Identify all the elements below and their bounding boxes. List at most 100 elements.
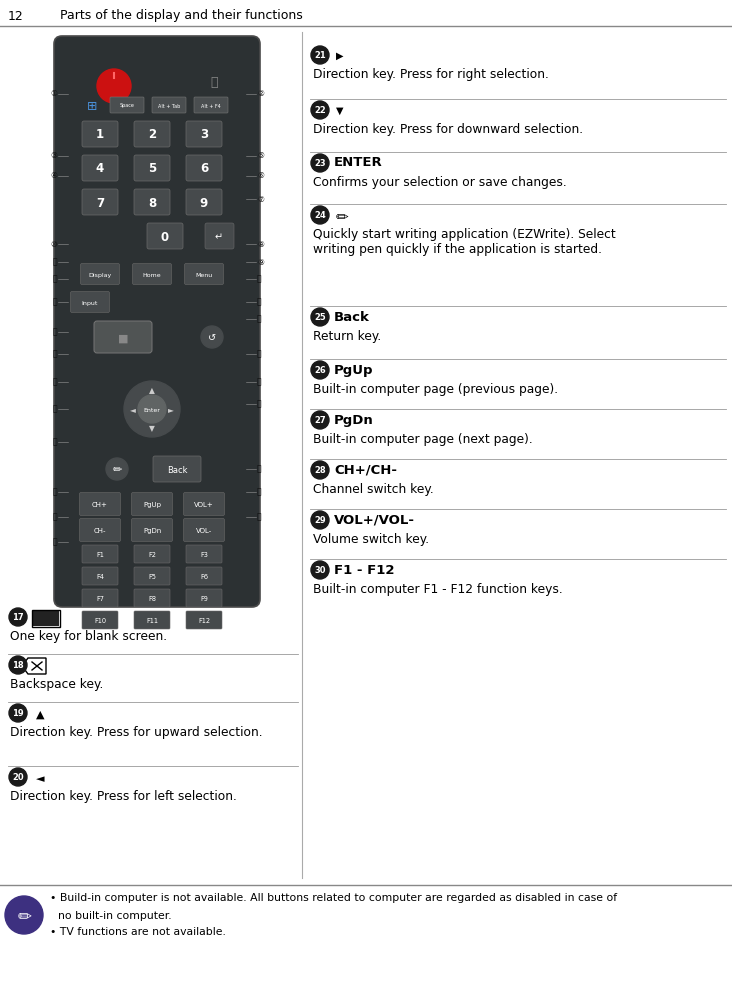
Text: ㉑: ㉑ xyxy=(257,350,261,359)
Text: 4: 4 xyxy=(96,162,104,176)
FancyBboxPatch shape xyxy=(134,611,170,629)
Text: ▼: ▼ xyxy=(336,106,343,116)
FancyBboxPatch shape xyxy=(82,545,118,563)
Text: • Build-in computer is not available. All buttons related to computer are regard: • Build-in computer is not available. Al… xyxy=(50,893,617,903)
Text: 8: 8 xyxy=(148,197,156,209)
FancyBboxPatch shape xyxy=(80,492,121,516)
Text: Backspace key.: Backspace key. xyxy=(10,678,103,691)
Text: Built-in computer page (previous page).: Built-in computer page (previous page). xyxy=(313,383,558,396)
FancyBboxPatch shape xyxy=(132,264,171,285)
Circle shape xyxy=(311,561,329,579)
FancyBboxPatch shape xyxy=(82,567,118,585)
FancyBboxPatch shape xyxy=(205,223,234,249)
FancyBboxPatch shape xyxy=(134,121,170,147)
Text: ①: ① xyxy=(50,90,57,99)
Text: 24: 24 xyxy=(314,211,326,220)
Text: ◄: ◄ xyxy=(36,774,45,784)
Text: Alt + F4: Alt + F4 xyxy=(201,104,221,109)
FancyBboxPatch shape xyxy=(134,589,170,607)
Circle shape xyxy=(311,206,329,224)
Text: ↺: ↺ xyxy=(208,333,216,343)
Text: ②: ② xyxy=(257,90,264,99)
FancyBboxPatch shape xyxy=(134,155,170,181)
Text: Enter: Enter xyxy=(143,407,160,413)
Circle shape xyxy=(138,395,166,423)
Text: 19: 19 xyxy=(12,709,24,718)
Text: 26: 26 xyxy=(314,366,326,375)
Text: ✏: ✏ xyxy=(336,209,348,224)
FancyBboxPatch shape xyxy=(132,519,173,541)
FancyBboxPatch shape xyxy=(153,456,201,482)
Text: Quickly start writing application (EZWrite). Select
writing pen quickly if the a: Quickly start writing application (EZWri… xyxy=(313,228,616,256)
Text: F9: F9 xyxy=(200,596,208,602)
Text: ⑰: ⑰ xyxy=(53,327,57,337)
Text: F12: F12 xyxy=(198,618,210,624)
Text: F1: F1 xyxy=(96,552,104,558)
Circle shape xyxy=(311,461,329,479)
Text: One key for blank screen.: One key for blank screen. xyxy=(10,630,167,643)
Text: 3: 3 xyxy=(200,128,208,141)
Text: Back: Back xyxy=(334,310,370,323)
FancyBboxPatch shape xyxy=(186,567,222,585)
Text: ④: ④ xyxy=(50,172,57,181)
Text: ⑲: ⑲ xyxy=(53,537,57,546)
FancyBboxPatch shape xyxy=(82,589,118,607)
Text: Direction key. Press for left selection.: Direction key. Press for left selection. xyxy=(10,790,237,803)
Text: Confirms your selection or save changes.: Confirms your selection or save changes. xyxy=(313,176,567,189)
Text: ③: ③ xyxy=(50,151,57,160)
FancyBboxPatch shape xyxy=(94,321,152,353)
Circle shape xyxy=(9,608,27,626)
Text: CH-: CH- xyxy=(94,528,106,534)
Text: ⑤: ⑤ xyxy=(257,151,264,160)
Text: ㉚: ㉚ xyxy=(257,513,261,522)
Circle shape xyxy=(311,46,329,64)
FancyBboxPatch shape xyxy=(132,492,173,516)
Text: ▼: ▼ xyxy=(149,425,155,434)
Text: ✏: ✏ xyxy=(112,465,122,475)
Text: 29: 29 xyxy=(314,516,326,525)
FancyBboxPatch shape xyxy=(110,97,144,113)
FancyBboxPatch shape xyxy=(134,545,170,563)
Circle shape xyxy=(9,656,27,674)
Circle shape xyxy=(311,308,329,326)
Circle shape xyxy=(9,704,27,722)
Text: ⑦: ⑦ xyxy=(257,195,264,204)
Text: 17: 17 xyxy=(12,613,24,622)
Text: CH+: CH+ xyxy=(92,502,108,508)
Circle shape xyxy=(201,326,223,348)
Text: F3: F3 xyxy=(200,552,208,558)
Text: F5: F5 xyxy=(148,574,156,580)
FancyBboxPatch shape xyxy=(147,223,183,249)
FancyBboxPatch shape xyxy=(184,519,225,541)
Text: ㉘: ㉘ xyxy=(53,487,57,497)
Text: F2: F2 xyxy=(148,552,156,558)
FancyBboxPatch shape xyxy=(54,36,260,607)
Text: • TV functions are not available.: • TV functions are not available. xyxy=(50,927,226,937)
Text: Back: Back xyxy=(167,465,187,474)
Text: F6: F6 xyxy=(200,574,208,580)
Text: 21: 21 xyxy=(314,51,326,60)
Text: Volume switch key.: Volume switch key. xyxy=(313,533,429,546)
Text: Input: Input xyxy=(82,300,98,305)
FancyBboxPatch shape xyxy=(81,264,119,285)
FancyBboxPatch shape xyxy=(152,97,186,113)
FancyBboxPatch shape xyxy=(134,567,170,585)
Text: Direction key. Press for right selection.: Direction key. Press for right selection… xyxy=(313,68,549,81)
Circle shape xyxy=(311,411,329,429)
Text: ⑬: ⑬ xyxy=(53,297,57,306)
Text: ENTER: ENTER xyxy=(334,156,383,170)
Text: ⑨: ⑨ xyxy=(257,258,264,267)
Text: 7: 7 xyxy=(96,197,104,209)
Text: 23: 23 xyxy=(314,159,326,168)
Text: ⑳: ⑳ xyxy=(53,377,57,386)
Text: ㉙: ㉙ xyxy=(53,513,57,522)
Text: Return key.: Return key. xyxy=(313,330,381,343)
Circle shape xyxy=(311,361,329,379)
Text: F4: F4 xyxy=(96,574,104,580)
FancyBboxPatch shape xyxy=(194,97,228,113)
Text: ⑯: ⑯ xyxy=(257,314,261,323)
Text: ⑫: ⑫ xyxy=(53,275,57,284)
FancyBboxPatch shape xyxy=(186,611,222,629)
Text: 12: 12 xyxy=(8,10,23,23)
Circle shape xyxy=(124,381,180,437)
